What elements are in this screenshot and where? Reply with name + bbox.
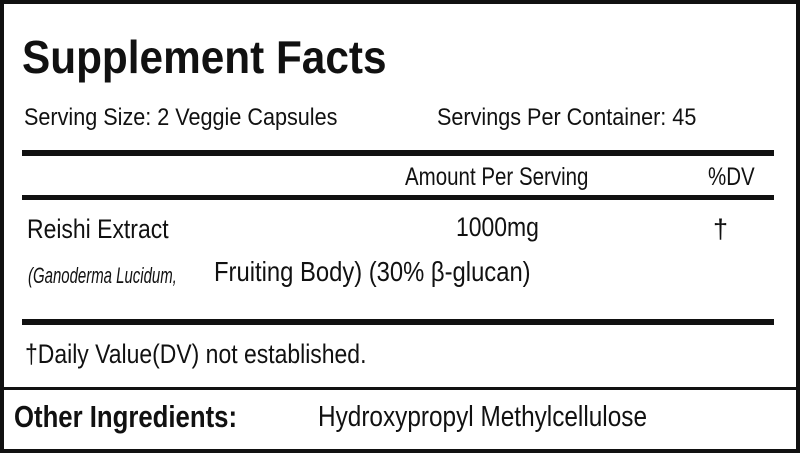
thick-rule-top: [22, 150, 774, 156]
section-divider: [0, 387, 800, 390]
rule-header: [22, 195, 774, 200]
dv-header: %DV: [708, 163, 755, 191]
footnote: †Daily Value(DV) not established.: [25, 339, 367, 369]
servings-per-container: Servings Per Container: 45: [437, 104, 697, 131]
ingredient-dv: †: [713, 214, 729, 244]
serving-size: Serving Size: 2 Veggie Capsules: [24, 104, 338, 131]
ingredient-detail-italic: (Ganoderma Lucidum,: [28, 263, 177, 288]
ingredient-detail: Fruiting Body) (30% β-glucan): [214, 256, 531, 287]
ingredient-amount: 1000mg: [456, 212, 539, 242]
other-ingredients-label: Other Ingredients:: [14, 399, 238, 434]
other-ingredients-value: Hydroxypropyl Methylcellulose: [318, 401, 647, 433]
ingredient-name: Reishi Extract: [27, 214, 169, 244]
title: Supplement Facts: [22, 31, 387, 83]
thick-rule-bottom: [22, 319, 774, 325]
amount-per-serving-header: Amount Per Serving: [405, 163, 589, 191]
